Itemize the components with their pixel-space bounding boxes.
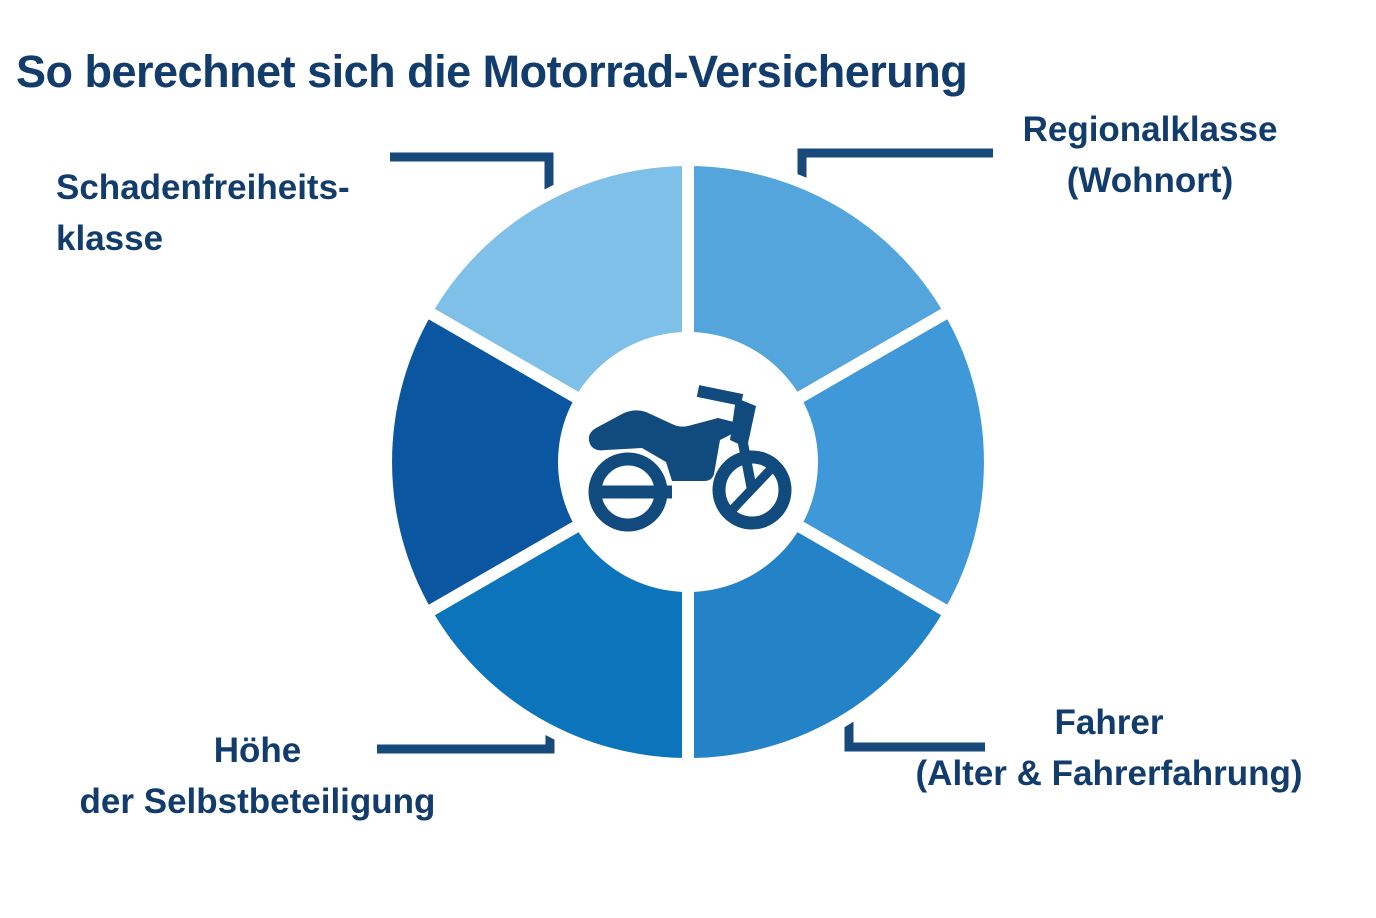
callout-line: (Wohnort) [1066, 161, 1234, 200]
callout-line: der Selbstbeteiligung [79, 782, 436, 821]
callout-regionalklasse: Regionalklasse (Wohnort) [950, 104, 1350, 206]
callout-line: Schadenfreiheits- [56, 168, 350, 207]
callout-line: (Alter & Fahrerfahrung) [915, 754, 1303, 793]
motorcycle-icon [588, 385, 792, 532]
callout-line: klasse [56, 219, 164, 258]
connector-top-left [390, 152, 554, 196]
callout-fahrer: Fahrer (Alter & Fahrerfahrung) [870, 697, 1348, 799]
callout-line: Fahrer [1054, 703, 1164, 742]
callout-selbstbeteiligung: Höhe der Selbstbeteiligung [30, 725, 485, 827]
callout-schadenfreiheitsklasse: Schadenfreiheits- klasse [56, 162, 526, 264]
donut-chart [380, 153, 996, 771]
donut-segment-left [380, 302, 700, 622]
donut-segment-right [676, 302, 996, 622]
callout-line: Höhe [213, 731, 302, 770]
page-title: So berechnet sich die Motorrad-Versicher… [16, 46, 968, 98]
connector-top-right [797, 148, 993, 186]
callout-line: Regionalklasse [1022, 110, 1278, 149]
